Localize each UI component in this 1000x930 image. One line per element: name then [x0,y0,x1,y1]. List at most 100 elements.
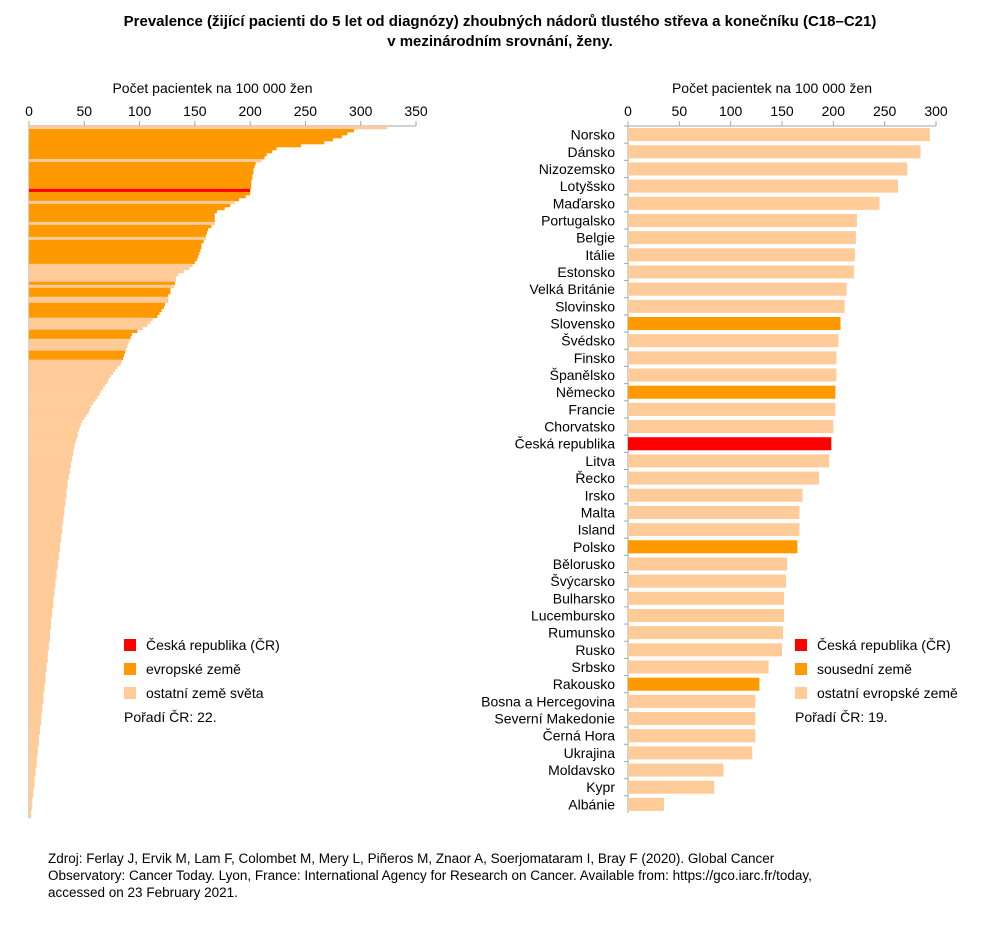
bar-norsko [628,128,930,142]
bar [29,386,104,390]
bar [29,650,48,654]
bar-lotyšsko [628,179,899,193]
bar [29,269,184,274]
bar [29,152,267,157]
category-label: Ukrajina [564,745,616,761]
bar [29,578,56,582]
bar [29,323,148,328]
bar [29,272,179,277]
bar [29,461,72,465]
bar [29,455,73,459]
bar [29,317,153,322]
bar [29,416,85,420]
bar-belgie [628,231,856,245]
bar [29,491,67,495]
bar [29,539,62,543]
bar [29,767,36,771]
bar [29,380,108,384]
europe-chart: Počet pacientek na 100 000 žen 0 50 100 150 2… [481,80,958,813]
bar [29,245,202,250]
bar [29,320,151,325]
world-chart: Počet pacientek na 100 000 žen 0 50 100 150 2… [25,80,428,819]
category-label: Itálie [585,247,615,263]
bar [29,602,54,606]
bar [29,707,43,711]
category-label: Rakousko [553,676,615,692]
bar [29,584,56,588]
bar [29,209,217,214]
bar [29,734,39,738]
x-tick-label: 200 [822,103,846,119]
category-label: Island [578,522,615,538]
category-label: Švýcarsko [550,573,615,589]
bar [29,149,273,154]
legend-swatch [795,687,807,699]
category-label: Německo [556,384,615,400]
bar [29,800,33,804]
bar [29,425,80,429]
bar [29,185,252,190]
bar [29,695,44,699]
bar [29,485,68,489]
bar [29,314,158,319]
bar [29,671,46,675]
x-axis-label: Počet pacientek na 100 000 žen [112,80,312,96]
bar-dánsko [628,145,921,159]
bar-švýcarsko [628,574,787,588]
bar [29,500,66,504]
bar-litva [628,454,830,468]
bar [29,557,59,561]
bar [29,626,52,630]
bar [29,494,67,498]
bar [29,536,62,540]
legend-label: ostatní země světa [146,685,264,701]
rank-note: Pořadí ČR: 19. [795,709,888,725]
bar-itálie [628,248,855,262]
bar [29,248,201,253]
bar [29,575,57,579]
bar-německo [628,385,836,399]
x-tick-label: 300 [349,103,373,119]
bar [29,809,32,813]
bar [29,281,175,286]
bar [29,653,48,657]
bar [29,782,35,786]
bar [29,623,52,627]
bar [29,632,51,636]
category-label: Portugalsko [541,212,615,228]
bar [29,440,76,444]
bar [29,179,252,184]
bar [29,581,56,585]
bar [29,284,174,289]
category-label: Velká Británie [529,281,615,297]
bar [29,590,55,594]
category-label: Nizozemsko [539,161,615,177]
bar [29,407,90,411]
bar [29,203,231,208]
bar [29,446,75,450]
source-note: Zdroj: Ferlay J, Ervik M, Lam F, Colombe… [48,850,958,901]
bar [29,488,67,492]
legend-swatch [124,639,136,651]
legend-label: ostatní evropské země [817,685,958,701]
bar [29,803,33,807]
bar [29,728,41,732]
bar [29,545,60,549]
bar-francie [628,402,836,416]
bar [29,530,63,534]
bar [29,593,55,597]
x-tick-label: 200 [238,103,262,119]
category-label: Kypr [586,779,615,795]
category-label: Belgie [576,230,615,246]
bar [29,716,42,720]
bar [29,608,53,612]
bar [29,758,37,762]
bar-srbsko [628,660,769,674]
bar [29,731,41,735]
bar [29,173,253,178]
bar [29,392,100,396]
bar [29,404,91,408]
bar [29,710,43,714]
bar [29,290,171,295]
